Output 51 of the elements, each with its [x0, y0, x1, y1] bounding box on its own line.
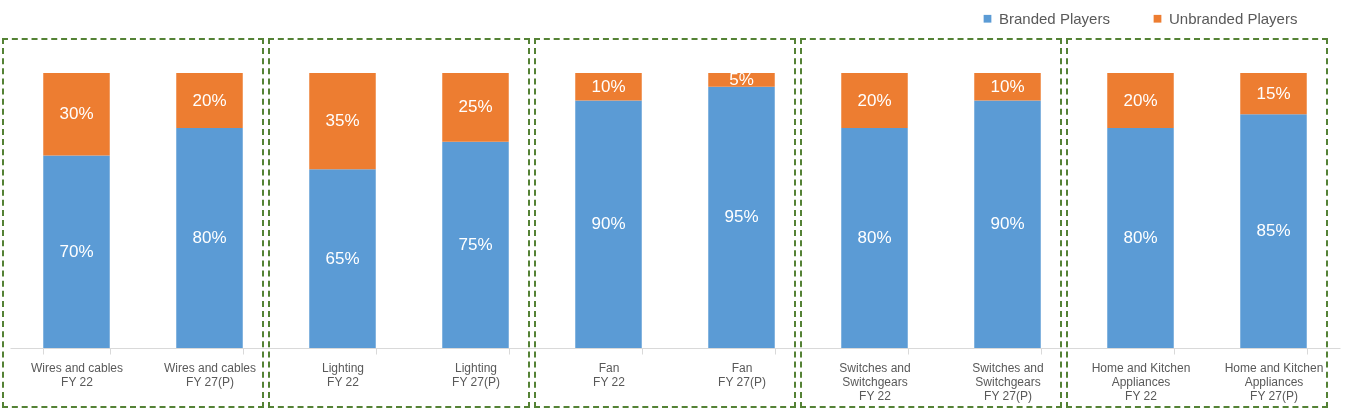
- bar: [974, 100, 1041, 348]
- data-label: 70%: [59, 241, 94, 261]
- x-tick-label: Home and Kitchen Appliances FY 22: [1091, 360, 1191, 403]
- x-tick-label: Wires and cables FY 22: [30, 360, 124, 389]
- bar: [708, 86, 775, 348]
- bar: [1107, 73, 1174, 128]
- x-tick-label: Home and Kitchen Appliances FY 27(P): [1224, 360, 1324, 403]
- bar: [442, 73, 509, 142]
- legend-label: Unbranded Players: [1169, 9, 1298, 27]
- bar: [1240, 73, 1307, 115]
- x-tick-label: Switches and Switchgears FY 22: [839, 360, 911, 403]
- data-label: 15%: [1256, 83, 1291, 103]
- data-label: 20%: [1123, 90, 1158, 110]
- data-label: 20%: [857, 90, 892, 110]
- bar: [575, 73, 642, 101]
- data-label: 85%: [1256, 221, 1291, 241]
- data-label: 90%: [591, 214, 626, 234]
- data-label: 80%: [192, 228, 227, 247]
- bar: [43, 155, 110, 348]
- data-label: 80%: [1123, 228, 1158, 247]
- data-label: 90%: [990, 214, 1025, 234]
- data-label: 95%: [724, 207, 759, 227]
- data-label: 75%: [458, 234, 493, 254]
- x-tick-label: Fan FY 22: [593, 360, 626, 389]
- x-tick-label: Wires and cables FY 27(P): [163, 360, 257, 389]
- data-label: 5%: [729, 69, 754, 89]
- bar: [841, 128, 908, 348]
- data-label: 80%: [857, 228, 892, 247]
- data-label: 20%: [192, 90, 227, 110]
- x-tick-label: Lighting FY 22: [321, 360, 365, 389]
- x-tick-label: Lighting FY 27(P): [452, 360, 500, 389]
- bar: [974, 73, 1041, 101]
- data-label: 10%: [990, 76, 1025, 96]
- data-label: 65%: [325, 248, 360, 268]
- bar: [309, 73, 376, 170]
- data-label: 30%: [59, 104, 94, 124]
- bar: [841, 73, 908, 128]
- data-label: 25%: [458, 97, 493, 117]
- legend-label: Branded Players: [999, 9, 1110, 27]
- bar: [309, 169, 376, 348]
- bar: [176, 73, 243, 128]
- data-label: 35%: [325, 111, 360, 131]
- bar: [176, 128, 243, 348]
- bar: [43, 73, 110, 156]
- bar: [442, 141, 509, 348]
- x-tick-label: Switches and Switchgears FY 27(P): [972, 360, 1044, 403]
- bar: [575, 100, 642, 348]
- bar: [1107, 128, 1174, 348]
- x-tick-label: Fan FY 27(P): [718, 360, 766, 389]
- data-label: 10%: [591, 76, 626, 96]
- bar: [1240, 114, 1307, 348]
